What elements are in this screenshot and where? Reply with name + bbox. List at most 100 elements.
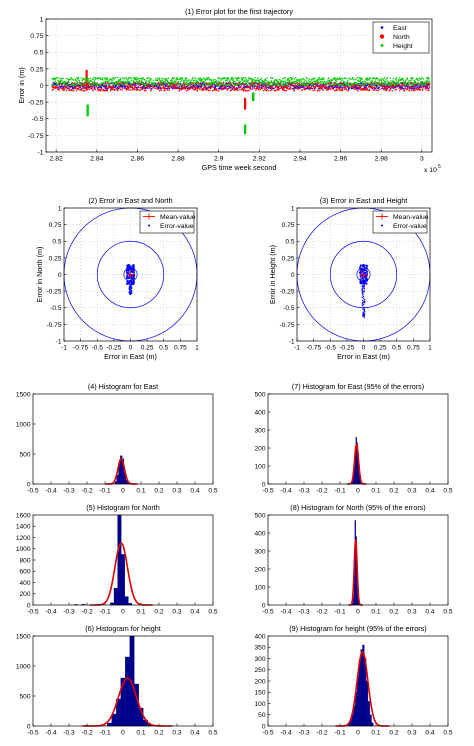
histogram-bar <box>367 701 370 727</box>
series-point-height <box>89 80 91 82</box>
series-point-height <box>67 79 70 81</box>
series-point-height <box>269 77 272 79</box>
series-point-east <box>97 86 100 89</box>
series-point-north <box>200 87 202 89</box>
series-point-height <box>276 80 278 82</box>
reference-circle <box>96 240 165 309</box>
series-point-height <box>256 79 259 81</box>
series-point-height <box>70 77 73 79</box>
series-point-height <box>356 82 358 84</box>
series-point-height <box>315 81 317 83</box>
series-point-north <box>358 86 360 88</box>
series-point-east <box>76 84 78 86</box>
series-point-north <box>167 85 169 88</box>
series-point-north <box>172 86 175 88</box>
series-point-north <box>106 89 109 92</box>
series-point-height <box>398 79 400 81</box>
error-point <box>129 291 131 293</box>
series-point-north <box>167 87 170 89</box>
y-tick-label: 0 <box>27 602 31 609</box>
series-point-height <box>250 81 252 84</box>
series-spike-point <box>85 84 88 87</box>
series-point-east <box>71 88 74 90</box>
series-point-east <box>294 87 296 89</box>
y-tick-label: -0.75 <box>279 322 294 329</box>
error-point <box>132 280 134 282</box>
series-point-east <box>171 86 173 89</box>
series-point-east <box>322 83 325 85</box>
series-point-height <box>61 77 63 80</box>
series-point-height <box>279 82 281 85</box>
error-point <box>363 315 365 317</box>
series-point-height <box>89 77 92 79</box>
series-point-height <box>183 80 185 83</box>
error-point <box>364 311 366 313</box>
series-point-north <box>426 87 429 89</box>
series-point-height <box>134 77 136 79</box>
error-point <box>364 271 366 274</box>
series-point-east <box>298 85 300 87</box>
series-point-east <box>386 84 388 86</box>
series-point-east <box>264 82 266 84</box>
series-point-north <box>113 84 115 87</box>
series-point-east <box>408 86 410 89</box>
series-point-east <box>411 85 414 88</box>
series-point-height <box>243 82 246 85</box>
series-point-height <box>181 77 183 79</box>
series-point-north <box>400 88 402 90</box>
series-point-height <box>251 79 253 82</box>
series-point-height <box>269 82 271 85</box>
series-point-north <box>366 82 369 84</box>
series-point-height <box>345 77 348 80</box>
error-point <box>126 268 128 270</box>
series-point-height <box>84 77 86 80</box>
x-tick-label: 0.3 <box>407 730 416 737</box>
series-point-height <box>207 78 209 80</box>
series-point-north <box>110 87 113 89</box>
series-point-north <box>189 83 191 85</box>
series-point-height <box>314 77 316 79</box>
y-tick-label: 0.25 <box>282 255 295 262</box>
histogram-bar <box>121 554 125 606</box>
series-point-height <box>394 78 396 80</box>
series-point-height <box>398 83 400 85</box>
series-point-height <box>118 84 121 86</box>
series-point-east <box>53 82 56 85</box>
series-point-height <box>300 78 302 80</box>
y-tick-label: 1500 <box>16 633 31 640</box>
x-tick-label: 0.2 <box>154 609 163 616</box>
series-point-height <box>421 77 423 79</box>
series-point-height <box>416 78 418 80</box>
series-point-north <box>125 82 127 84</box>
x-tick-label: -0.2 <box>316 730 328 737</box>
series-point-height <box>319 78 321 80</box>
series-point-north <box>237 89 239 92</box>
series-point-north <box>73 86 76 88</box>
series-point-north <box>266 89 268 91</box>
series-point-north <box>189 87 191 90</box>
series-point-height <box>229 83 232 86</box>
series-point-height <box>242 82 244 84</box>
series-point-height <box>78 79 80 82</box>
series-point-height <box>215 81 217 83</box>
histogram-bar <box>113 587 118 606</box>
series-point-north <box>179 88 181 90</box>
y-tick-label: 0.25 <box>49 255 62 262</box>
series-point-height <box>414 80 416 83</box>
series-point-east <box>207 86 210 88</box>
series-point-north <box>64 87 66 89</box>
series-point-height <box>425 84 427 86</box>
series-point-height <box>380 82 382 85</box>
series-point-height <box>205 78 207 81</box>
series-point-north <box>81 89 83 91</box>
series-point-east <box>67 84 70 86</box>
series-point-height <box>310 82 312 84</box>
series-point-north <box>390 82 392 84</box>
series-point-height <box>324 81 326 83</box>
series-point-east <box>190 83 192 85</box>
series-point-height <box>302 83 305 85</box>
series-point-east <box>99 84 101 86</box>
series-point-height <box>62 77 64 79</box>
series-point-height <box>253 83 255 86</box>
series-point-north <box>99 85 101 87</box>
